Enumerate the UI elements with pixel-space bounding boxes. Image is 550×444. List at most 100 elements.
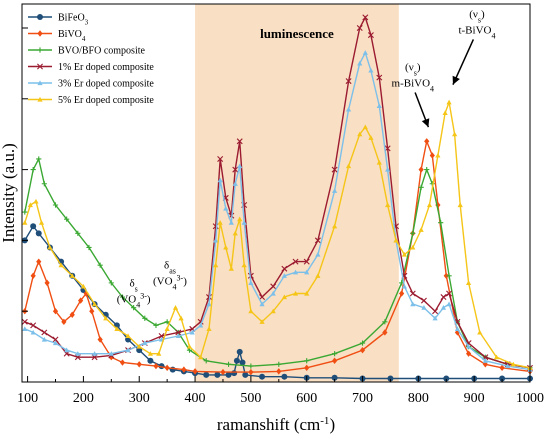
data-point [387, 375, 394, 382]
data-point [108, 354, 114, 361]
x-tick-label: 500 [240, 391, 261, 406]
data-point [175, 333, 181, 339]
data-point [236, 348, 243, 355]
data-point [22, 220, 28, 225]
data-point [332, 188, 338, 193]
data-point [399, 290, 405, 297]
data-point [217, 220, 223, 225]
data-point [248, 363, 254, 369]
data-point [401, 251, 407, 257]
legend-label-1-er-doped-composite: 1% Er doped composite [58, 62, 154, 73]
annotation-line2-main: (VO [153, 276, 173, 288]
data-point [368, 135, 374, 140]
data-point [477, 329, 483, 335]
annotation-arrow-shaft [452, 39, 475, 85]
data-point [452, 131, 458, 137]
data-point [304, 290, 310, 296]
data-point [345, 163, 352, 169]
data-point [362, 124, 368, 130]
data-point [357, 131, 363, 137]
data-point [228, 266, 234, 271]
data-point [164, 326, 170, 331]
data-point [281, 265, 288, 272]
data-point [357, 60, 363, 66]
data-point [225, 371, 232, 378]
data-point [315, 273, 321, 278]
data-point [438, 220, 444, 226]
annotation-line2-close: ) [147, 293, 151, 305]
data-point [499, 375, 506, 382]
data-point [442, 110, 448, 116]
data-point [232, 166, 239, 173]
data-point [367, 32, 374, 39]
data-point [429, 152, 435, 159]
data-point [232, 181, 238, 186]
annotation-line2: (VO43-) [117, 291, 151, 309]
annotation-line1-main: δ [129, 277, 134, 289]
data-point [281, 294, 287, 300]
legend-label-main: BiVO [58, 29, 82, 40]
annotation-line2-main: (VO [117, 293, 137, 305]
annotation-line2-close: ) [183, 276, 187, 288]
data-point [206, 326, 212, 331]
annotation-line2: t-BiVO4 [458, 24, 495, 40]
data-point [465, 350, 472, 357]
legend-marker-bvo-bfo-composite [37, 47, 43, 53]
data-point [41, 336, 47, 342]
annotation-line2-sup: 3- [140, 291, 147, 300]
data-point [393, 237, 399, 243]
annotation-line1-main: (ν [405, 61, 414, 73]
data-point [206, 301, 212, 307]
data-point [175, 329, 182, 336]
data-point [178, 315, 184, 321]
data-point [223, 244, 229, 250]
data-point [382, 329, 388, 336]
data-point [35, 230, 42, 237]
data-point [153, 362, 159, 370]
data-point [217, 177, 223, 183]
data-point [52, 308, 59, 315]
data-point [232, 230, 238, 236]
data-point [465, 280, 472, 285]
data-point [432, 315, 438, 321]
data-point [331, 166, 338, 173]
annotation-arrow-head [421, 118, 430, 128]
series-bivo [22, 138, 533, 376]
data-point [384, 145, 391, 152]
annotation-line2-sup: 3- [177, 273, 184, 282]
data-point [276, 368, 282, 375]
data-point [332, 223, 338, 229]
x-tick-label: 1000 [516, 391, 544, 406]
data-point [172, 305, 179, 310]
data-point [30, 329, 36, 335]
annotation-line2-sub: 4 [491, 31, 495, 40]
data-point [22, 326, 28, 331]
data-point [69, 273, 75, 278]
data-point [158, 332, 165, 339]
data-point [30, 223, 37, 230]
legend-label-5-er-doped-composite: 5% Er doped composite [58, 95, 154, 106]
data-point [237, 163, 243, 169]
data-point [493, 354, 500, 360]
data-point [225, 361, 232, 367]
legend-marker-3-er-doped-composite [37, 80, 43, 86]
data-point [44, 279, 50, 287]
data-point [426, 202, 433, 208]
data-point [292, 290, 299, 296]
data-point [440, 305, 447, 310]
data-point [237, 216, 243, 222]
data-point [241, 262, 247, 268]
data-point [206, 294, 212, 301]
data-point [359, 340, 366, 346]
data-point [362, 14, 369, 21]
data-point [119, 294, 126, 300]
data-point [103, 315, 109, 321]
data-point [136, 361, 142, 368]
data-point [114, 326, 120, 331]
data-point [147, 357, 154, 364]
data-point [214, 371, 221, 378]
data-point [270, 283, 277, 290]
data-point [228, 220, 234, 225]
annotation-line2-main: t-BiVO [458, 24, 491, 36]
data-point [58, 262, 64, 268]
